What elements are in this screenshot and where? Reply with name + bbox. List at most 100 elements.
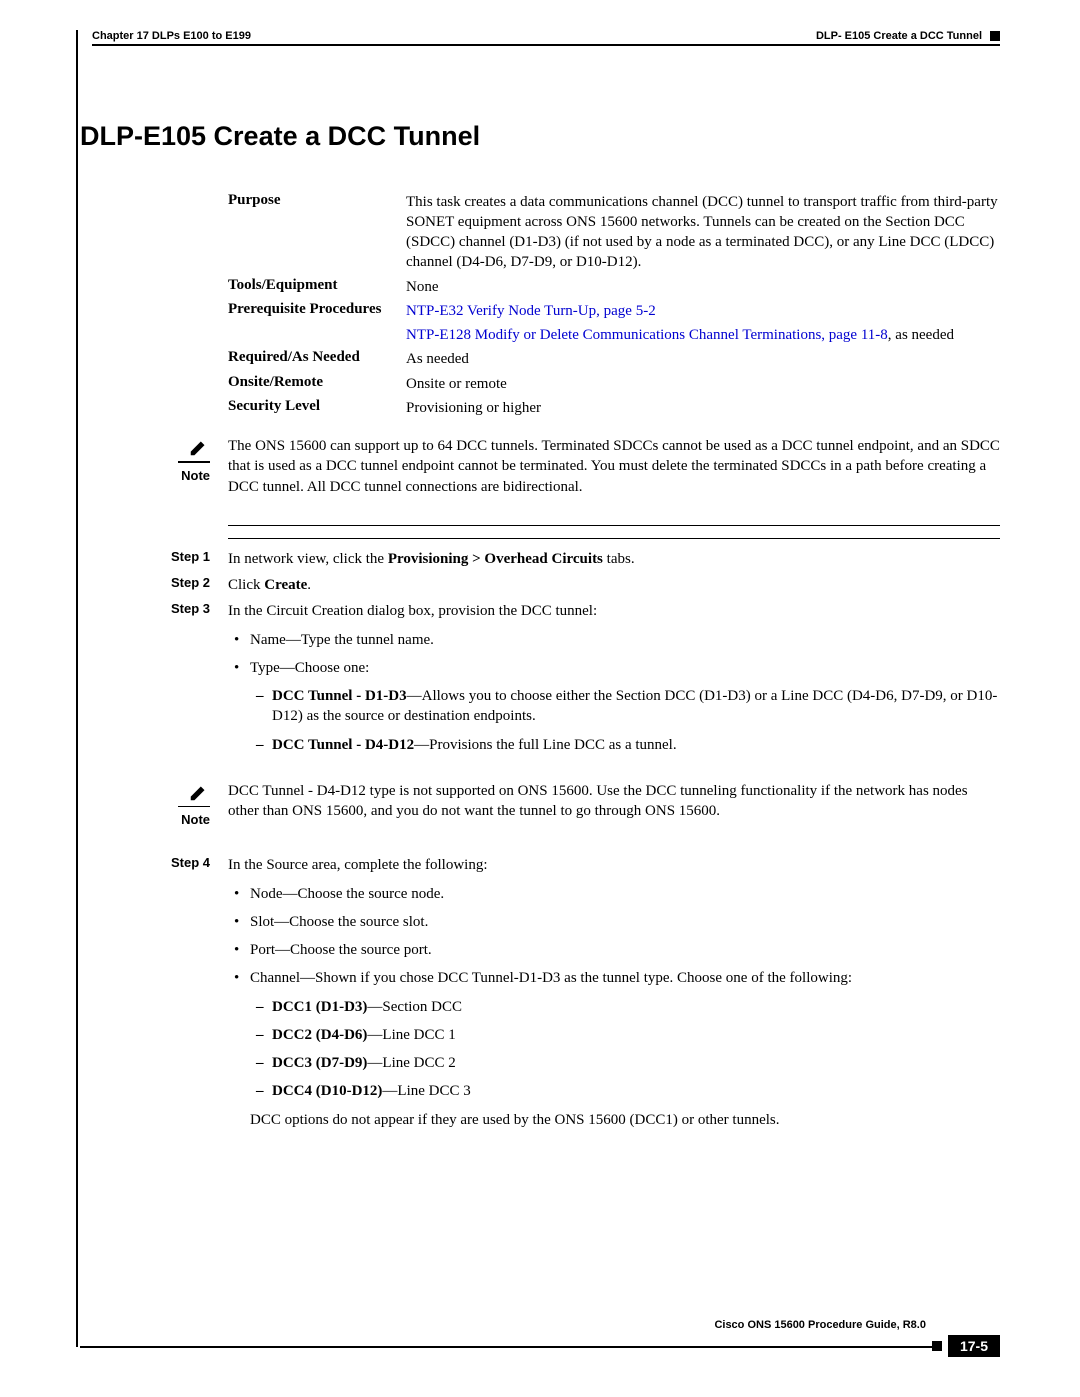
text: tabs. [603,551,635,567]
bold-text: DCC4 (D10-D12) [272,1083,382,1099]
bold-text: Create [264,577,307,593]
meta-value: As needed [406,349,1000,369]
bullet-list: Node—Choose the source node. Slot—Choose… [228,884,1000,1130]
list-item: Node—Choose the source node. [228,884,1000,904]
chapter-label: Chapter 17 DLPs E100 to E199 [92,30,251,42]
text: —Section DCC [367,999,462,1015]
list-item: DCC1 (D1-D3)—Section DCC [250,997,1000,1017]
meta-value: NTP-E32 Verify Node Turn-Up, page 5-2 [406,301,1000,321]
list-item: Slot—Choose the source slot. [228,912,1000,932]
step-4: Step 4 In the Source area, complete the … [80,855,1000,1138]
list-item: DCC Tunnel - D4-D12—Provisions the full … [250,735,1000,755]
footer-line [80,1346,932,1348]
list-item: DCC3 (D7-D9)—Line DCC 2 [250,1053,1000,1073]
page-title: DLP-E105 Create a DCC Tunnel [80,121,1000,152]
meta-label-empty [228,325,406,345]
text: Type—Choose one: [250,660,369,676]
page-number: 17-5 [948,1335,1000,1357]
note-gutter: Note [80,436,228,483]
text: —Line DCC 3 [382,1083,470,1099]
text: In network view, click the [228,551,388,567]
bold-text: DCC2 (D4-D6) [272,1027,367,1043]
step-body: In the Source area, complete the followi… [228,855,1000,1138]
step-gutter: Step 4 [80,855,228,870]
meta-label: Required/As Needed [228,349,406,369]
step-separator-thin [228,538,1000,539]
bullet-list: Name—Type the tunnel name. Type—Choose o… [228,630,1000,755]
meta-row-prereq: Prerequisite Procedures NTP-E32 Verify N… [228,301,1000,321]
meta-value: NTP-E128 Modify or Delete Communications… [406,325,1000,345]
pencil-icon [188,436,210,458]
list-item: Type—Choose one: DCC Tunnel - D1-D3—Allo… [228,658,1000,755]
step-body: In network view, click the Provisioning … [228,549,1000,569]
note-label: Note [181,812,210,827]
list-item: DCC2 (D4-D6)—Line DCC 1 [250,1025,1000,1045]
meta-value: None [406,277,1000,297]
note-body: The ONS 15600 can support up to 64 DCC t… [228,436,1000,497]
footer-square-icon [932,1341,942,1351]
footer-line-wrap: Cisco ONS 15600 Procedure Guide, R8.0 [80,1335,932,1357]
meta-row-required: Required/As Needed As needed [228,349,1000,369]
note-gutter: Note [80,781,228,828]
list-item: Channel—Shown if you chose DCC Tunnel-D1… [228,968,1000,1130]
bold-text: Provisioning > Overhead Circuits [388,551,603,567]
footer-bar: Cisco ONS 15600 Procedure Guide, R8.0 17… [80,1335,1000,1357]
meta-label: Purpose [228,192,406,273]
note-body: DCC Tunnel - D4-D12 type is not supporte… [228,781,1000,822]
section-label-wrap: DLP- E105 Create a DCC Tunnel [816,30,1000,42]
bold-text: DCC1 (D1-D3) [272,999,367,1015]
page-header: Chapter 17 DLPs E100 to E199 DLP- E105 C… [92,30,1000,42]
note-block-2: Note DCC Tunnel - D4-D12 type is not sup… [80,781,1000,828]
step-label: Step 4 [171,855,210,870]
text: . [307,577,311,593]
step-label: Step 2 [171,575,210,590]
meta-value: Onsite or remote [406,374,1000,394]
step-gutter: Step 3 [80,601,228,616]
meta-value: Provisioning or higher [406,398,1000,418]
bold-text: DCC3 (D7-D9) [272,1055,367,1071]
prereq-tail: , as needed [888,327,954,343]
meta-table: Purpose This task creates a data communi… [228,192,1000,419]
vertical-rule [76,30,78,1347]
text: Click [228,577,264,593]
text: In the Circuit Creation dialog box, prov… [228,603,597,619]
meta-row-onsite: Onsite/Remote Onsite or remote [228,374,1000,394]
note-rule [178,806,210,808]
meta-row-security: Security Level Provisioning or higher [228,398,1000,418]
note-rule [178,461,210,463]
link-ntp-e128[interactable]: NTP-E128 Modify or Delete Communications… [406,327,888,343]
pencil-icon [188,781,210,803]
header-marker [990,31,1000,41]
step-gutter: Step 2 [80,575,228,590]
list-item: Name—Type the tunnel name. [228,630,1000,650]
step-body: Click Create. [228,575,1000,595]
step-separator [228,525,1000,526]
step-label: Step 1 [171,549,210,564]
step-3: Step 3 In the Circuit Creation dialog bo… [80,601,1000,763]
text: In the Source area, complete the followi… [228,857,488,873]
text: Channel—Shown if you chose DCC Tunnel-D1… [250,970,852,986]
meta-row-tools: Tools/Equipment None [228,277,1000,297]
list-item: Port—Choose the source port. [228,940,1000,960]
meta-label: Security Level [228,398,406,418]
step-2: Step 2 Click Create. [80,575,1000,595]
text: —Line DCC 2 [367,1055,455,1071]
list-item: DCC Tunnel - D1-D3—Allows you to choose … [250,686,1000,727]
text: DCC options do not appear if they are us… [250,1110,1000,1130]
link-ntp-e32[interactable]: NTP-E32 Verify Node Turn-Up, page 5-2 [406,303,656,319]
page-footer: Cisco ONS 15600 Procedure Guide, R8.0 17… [80,1335,1000,1357]
bold-text: DCC Tunnel - D4-D12 [272,737,414,753]
header-rule [92,44,1000,46]
step-1: Step 1 In network view, click the Provis… [80,549,1000,569]
meta-row-purpose: Purpose This task creates a data communi… [228,192,1000,273]
note-block-1: Note The ONS 15600 can support up to 64 … [80,436,1000,497]
note-label: Note [181,468,210,483]
text: —Provisions the full Line DCC as a tunne… [414,737,676,753]
page: Chapter 17 DLPs E100 to E199 DLP- E105 C… [0,0,1080,1397]
bold-text: DCC Tunnel - D1-D3 [272,688,407,704]
dash-list: DCC1 (D1-D3)—Section DCC DCC2 (D4-D6)—Li… [250,997,1000,1102]
step-body: In the Circuit Creation dialog box, prov… [228,601,1000,763]
text: —Line DCC 1 [367,1027,455,1043]
meta-value: This task creates a data communications … [406,192,1000,273]
list-item: DCC4 (D10-D12)—Line DCC 3 [250,1081,1000,1101]
